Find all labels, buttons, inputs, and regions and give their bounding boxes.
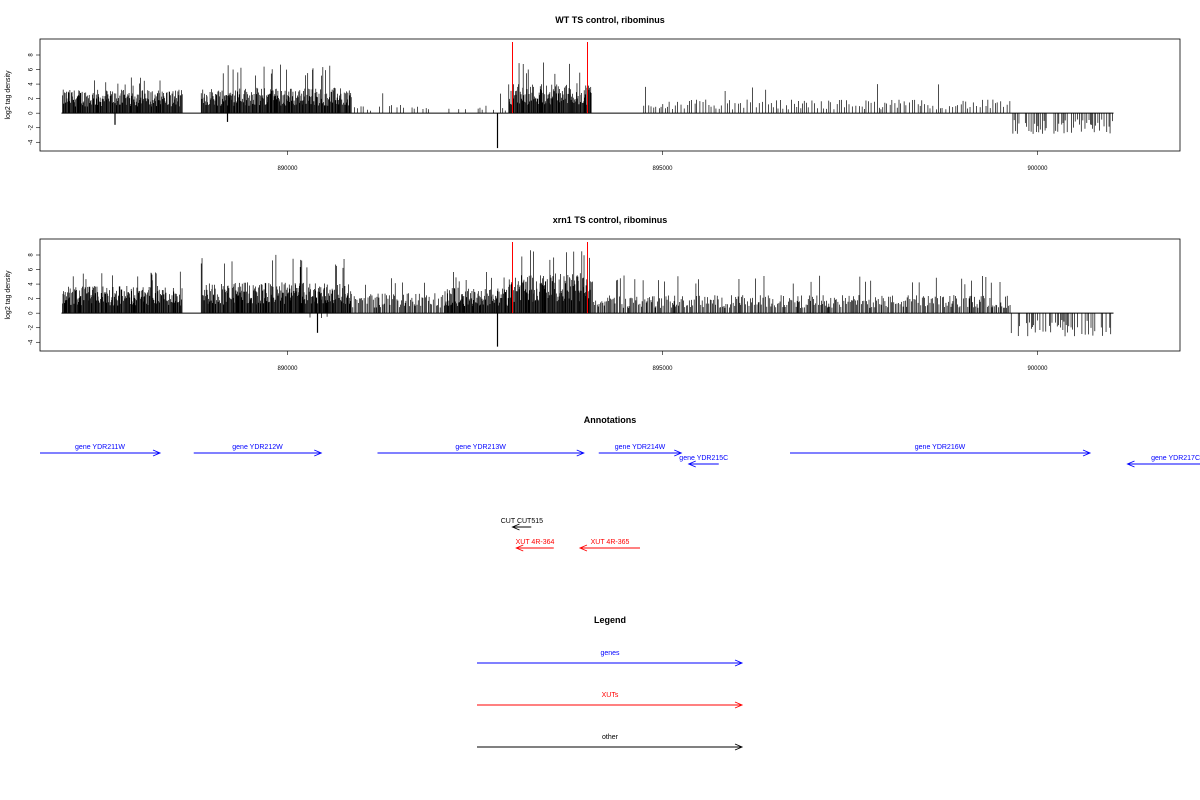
feature-arrowhead [734,659,744,667]
feature-arrowhead [1126,460,1135,468]
feature-arrowhead [734,701,744,709]
y-tick-label: 6 [29,267,35,271]
legend-item: genes [477,650,744,667]
y-tick-label: 2 [29,96,35,100]
feature-label: gene YDR214W [615,444,666,451]
feature-label: gene YDR216W [915,444,966,451]
x-tick-label: 895000 [652,366,673,372]
annotation-feature: gene YDR211W [40,444,162,457]
feature-label: gene YDR215C [679,455,728,462]
feature-arrowhead [1082,449,1092,457]
feature-arrowhead [674,449,683,457]
y-tick-label: 0 [29,111,35,115]
feature-label: CUT CUT515 [501,518,543,525]
x-tick-label: 900000 [1027,166,1048,172]
wt-track-panel: WT TS control, ribominus log2 tag densit… [5,15,1181,172]
y-tick-label: -4 [29,339,35,345]
annotation-feature: gene YDR216W [790,444,1092,457]
legend-label: genes [600,650,620,657]
feature-arrowhead [687,460,696,468]
annotation-feature: gene YDR214W [598,444,683,457]
feature-label: gene YDR217C [1151,455,1200,462]
annotation-feature: XUT 4R-364 [515,539,555,552]
y-tick-label: 8 [29,53,35,57]
y-tick-label: 2 [29,296,35,300]
xrn1-bars [61,242,1114,347]
legend-label: other [602,734,619,741]
wt-y-axis-label: log2 tag density [5,70,12,120]
feature-arrowhead [515,544,524,552]
wt-track-title: WT TS control, ribominus [555,15,665,25]
annotation-feature: gene YDR213W [377,444,585,457]
xrn1-track-panel: xrn1 TS control, ribominus log2 tag dens… [5,215,1181,372]
annotation-feature: gene YDR217C [1126,455,1200,468]
legend-panel: Legend genes XUTs other [477,615,744,751]
feature-arrowhead [578,544,588,552]
x-tick-label: 890000 [277,366,298,372]
xrn1-track-title: xrn1 TS control, ribominus [553,215,668,225]
annotation-feature: gene YDR212W [193,444,323,457]
xrn1-y-axis-label: log2 tag density [5,270,12,320]
legend-item: XUTs [477,692,744,709]
y-tick-label: 8 [29,253,35,257]
legend-items: genes XUTs other [477,650,744,751]
annotation-features: gene YDR211W gene YDR212W gene YDR213W gene… [40,444,1200,552]
xrn1-plot-frame [39,238,1181,352]
annotations-panel: Annotations gene YDR211W gene YDR212W gene… [40,415,1200,552]
wt-axes: -4 -2 0 2 4 6 8 890000 895000 900000 [29,53,1049,172]
feature-arrowhead [511,523,520,531]
y-tick-label: -2 [29,324,35,330]
y-tick-label: -2 [29,124,35,130]
y-tick-label: 6 [29,67,35,71]
feature-arrowhead [152,449,162,457]
feature-label: gene YDR211W [75,444,125,451]
xrn1-axes: -4 -2 0 2 4 6 8 890000 895000 900000 [29,253,1049,372]
feature-arrowhead [576,449,585,457]
annotation-feature: CUT CUT515 [501,518,543,531]
y-tick-label: 4 [29,82,35,86]
legend-label: XUTs [602,692,619,699]
x-tick-label: 895000 [652,166,673,172]
annotation-feature: gene YDR215C [679,455,728,468]
wt-bars [61,42,1114,149]
feature-label: gene YDR212W [232,444,283,451]
feature-label: XUT 4R-365 [591,539,630,546]
x-tick-label: 890000 [277,166,298,172]
y-tick-label: 0 [29,311,35,315]
y-tick-label: 4 [29,282,35,286]
feature-arrowhead [314,449,323,457]
feature-label: gene YDR213W [455,444,506,451]
x-tick-label: 900000 [1027,366,1048,372]
legend-item: other [477,734,744,751]
feature-arrowhead [734,743,744,751]
wt-plot-frame [39,38,1181,152]
feature-label: XUT 4R-364 [516,539,555,546]
annotations-title: Annotations [584,415,637,425]
y-tick-label: -4 [29,139,35,145]
legend-title: Legend [594,615,626,625]
annotation-feature: XUT 4R-365 [578,539,640,552]
